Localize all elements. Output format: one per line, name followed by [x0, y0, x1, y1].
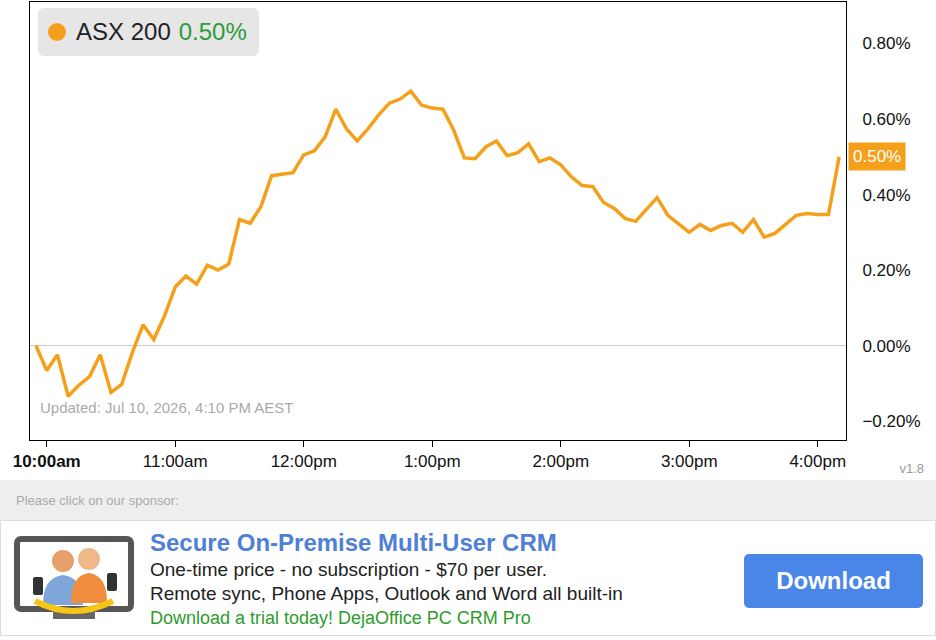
- svg-text:1:00pm: 1:00pm: [404, 452, 461, 471]
- svg-text:Updated: Jul 10, 2026, 4:10 PM: Updated: Jul 10, 2026, 4:10 PM AEST: [40, 399, 294, 416]
- html-text:ASX 200 0.50%: ASX 200 0.50%: [76, 18, 247, 45]
- html-text:Remote sync, Phone Apps, Outlo: Remote sync, Phone Apps, Outlook and Wor…: [150, 583, 623, 604]
- svg-text:12:00pm: 12:00pm: [271, 452, 337, 471]
- svg-text:0.00%: 0.00%: [862, 337, 910, 356]
- svg-text:0.20%: 0.20%: [862, 261, 910, 280]
- svg-text:3:00pm: 3:00pm: [661, 452, 718, 471]
- svg-text:10:00am: 10:00am: [13, 452, 81, 471]
- svg-text:0.60%: 0.60%: [862, 110, 910, 129]
- html-text:Download: Download: [776, 567, 891, 594]
- svg-text:0.50%: 0.50%: [853, 147, 901, 166]
- svg-text:0.40%: 0.40%: [862, 186, 910, 205]
- svg-text:4:00pm: 4:00pm: [789, 452, 846, 471]
- svg-text:11:00am: 11:00am: [143, 452, 208, 471]
- html-text:Download a trial today! DejaOf: Download a trial today! DejaOffice PC CR…: [150, 608, 531, 628]
- html-text:Secure On-Premise Multi-User C: Secure On-Premise Multi-User CRM: [150, 529, 557, 556]
- html-text:v1.8: v1.8: [899, 461, 924, 476]
- html-text:One-time price - no subscripti: One-time price - no subscription - $70 p…: [150, 559, 548, 580]
- html-text:Please click on our sponsor:: Please click on our sponsor:: [16, 493, 179, 508]
- svg-text:0.80%: 0.80%: [862, 34, 910, 53]
- svg-text:2:00pm: 2:00pm: [532, 452, 589, 471]
- svg-text:−0.20%: −0.20%: [862, 412, 920, 431]
